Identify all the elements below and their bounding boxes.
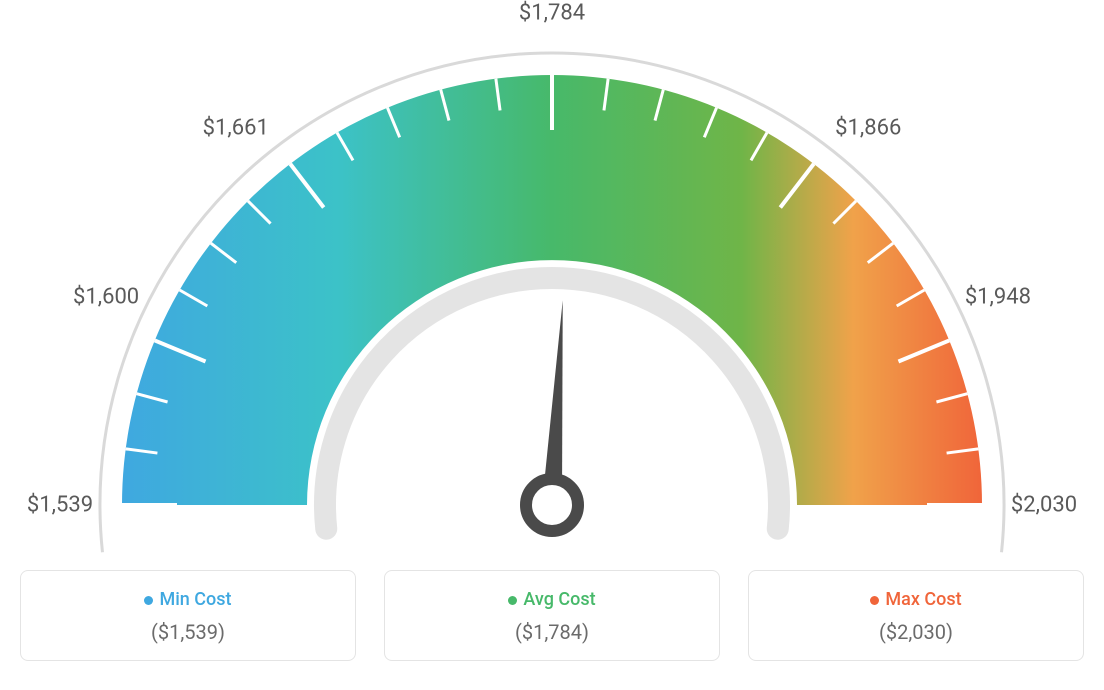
min-cost-card: Min Cost ($1,539) (20, 570, 356, 661)
avg-cost-dot (508, 596, 517, 605)
gauge-tick-label: $1,784 (519, 1, 585, 26)
gauge-tick-label: $1,539 (27, 493, 93, 518)
cost-summary-cards: Min Cost ($1,539) Avg Cost ($1,784) Max … (20, 570, 1084, 661)
cost-gauge: $1,539$1,600$1,661$1,784$1,866$1,948$2,0… (20, 20, 1084, 560)
max-cost-value: ($2,030) (759, 620, 1073, 644)
gauge-tick-label: $1,866 (835, 116, 901, 141)
min-cost-value: ($1,539) (31, 620, 345, 644)
max-cost-title-text: Max Cost (885, 589, 961, 610)
gauge-tick-label: $1,600 (73, 285, 139, 310)
gauge-tick-label: $2,030 (1011, 493, 1077, 518)
avg-cost-title-text: Avg Cost (523, 589, 595, 610)
min-cost-title-text: Min Cost (159, 589, 231, 610)
max-cost-card: Max Cost ($2,030) (748, 570, 1084, 661)
gauge-tick-label: $1,948 (965, 285, 1031, 310)
gauge-tick-label: $1,661 (203, 116, 269, 141)
max-cost-title: Max Cost (759, 589, 1073, 610)
avg-cost-title: Avg Cost (395, 589, 709, 610)
min-cost-title: Min Cost (31, 589, 345, 610)
min-cost-dot (144, 596, 153, 605)
max-cost-dot (870, 596, 879, 605)
avg-cost-card: Avg Cost ($1,784) (384, 570, 720, 661)
avg-cost-value: ($1,784) (395, 620, 709, 644)
